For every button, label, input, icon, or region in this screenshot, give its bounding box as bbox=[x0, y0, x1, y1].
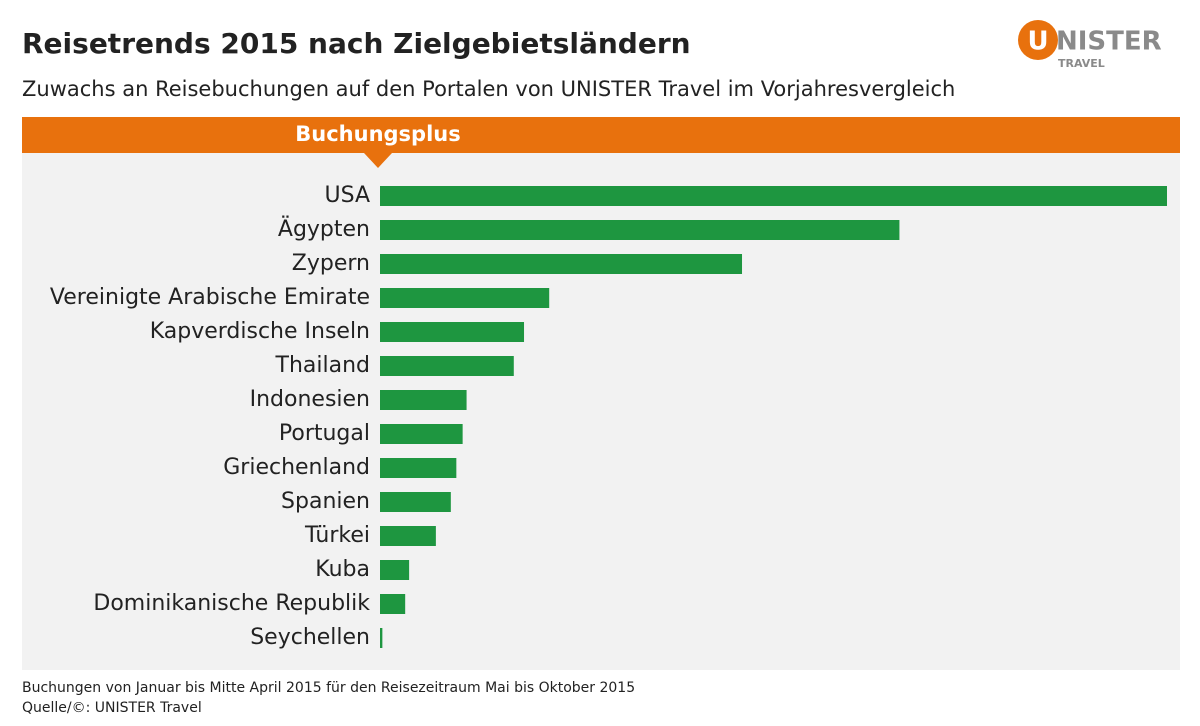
bar bbox=[380, 356, 514, 376]
bar bbox=[380, 458, 457, 478]
chart-subtitle: Zuwachs an Reisebuchungen auf den Portal… bbox=[22, 77, 955, 101]
bar bbox=[380, 424, 463, 444]
category-label: Indonesien bbox=[250, 387, 370, 412]
chart-title: Reisetrends 2015 nach Zielgebietsländern bbox=[22, 27, 691, 60]
logo-text: NISTER bbox=[1056, 27, 1162, 57]
header-label: Buchungsplus bbox=[295, 122, 460, 146]
category-label: Zypern bbox=[292, 251, 370, 276]
category-label: Ägypten bbox=[278, 216, 370, 242]
category-label: Vereinigte Arabische Emirate bbox=[50, 285, 370, 310]
footnote: Buchungen von Januar bis Mitte April 201… bbox=[22, 680, 635, 696]
category-label: Seychellen bbox=[250, 625, 370, 650]
header-band bbox=[22, 117, 1180, 153]
bar bbox=[380, 186, 1167, 206]
category-label: Griechenland bbox=[223, 455, 370, 480]
bar bbox=[380, 390, 467, 410]
bar bbox=[380, 560, 410, 580]
category-label: Kuba bbox=[315, 557, 370, 582]
footnote: Quelle/©: UNISTER Travel bbox=[22, 700, 202, 716]
category-label: USA bbox=[324, 183, 370, 208]
header-pointer bbox=[364, 153, 392, 168]
category-label: Thailand bbox=[275, 353, 370, 378]
logo-initial: U bbox=[1027, 27, 1048, 57]
bar bbox=[380, 628, 383, 648]
category-label: Dominikanische Republik bbox=[93, 591, 370, 616]
logo-circle bbox=[1018, 20, 1058, 60]
category-label: Kapverdische Inseln bbox=[150, 319, 370, 344]
bar bbox=[380, 322, 525, 342]
bar bbox=[380, 254, 743, 274]
logo-sub: TRAVEL bbox=[1058, 57, 1105, 70]
bar bbox=[380, 220, 900, 240]
bar bbox=[380, 288, 550, 308]
category-label: Portugal bbox=[279, 421, 370, 446]
bar bbox=[380, 594, 406, 614]
category-label: Spanien bbox=[281, 489, 370, 514]
category-label: Türkei bbox=[304, 523, 370, 548]
bar bbox=[380, 526, 436, 546]
bar bbox=[380, 492, 451, 512]
